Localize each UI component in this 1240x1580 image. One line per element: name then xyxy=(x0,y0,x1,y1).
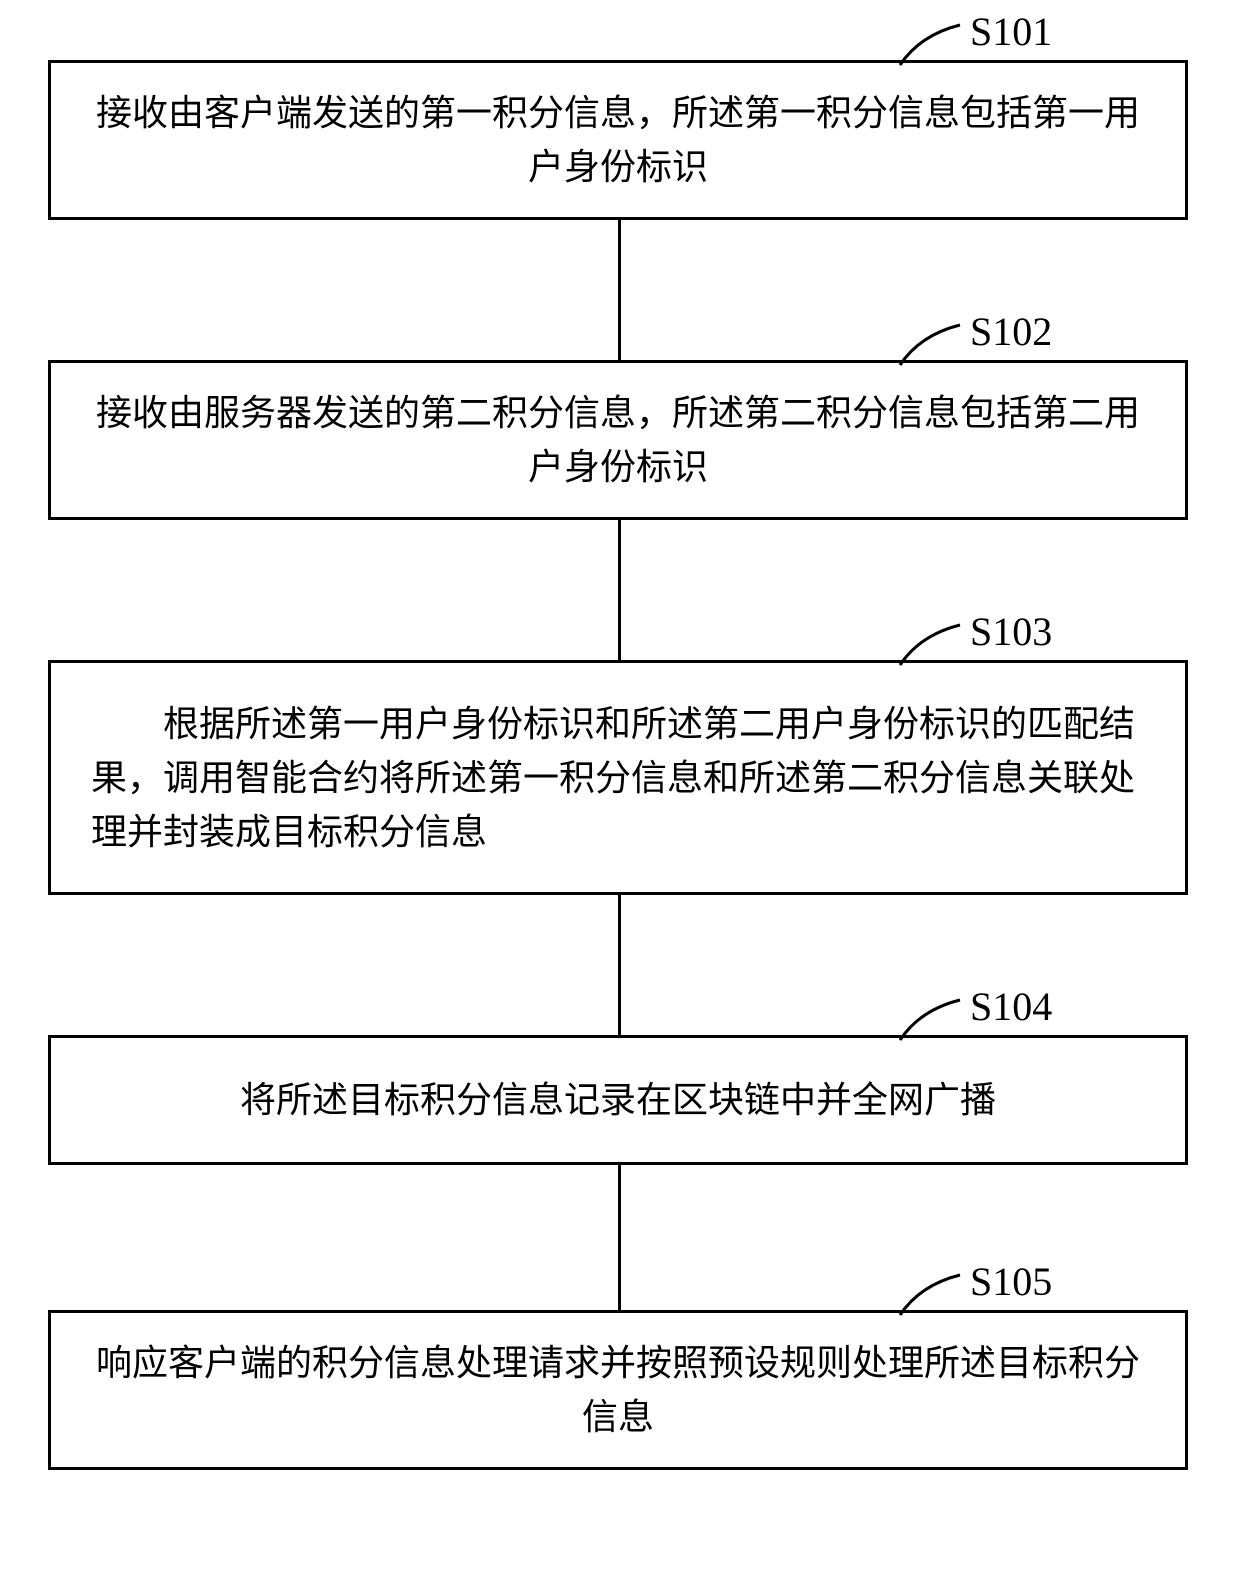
step-s104-label: S104 xyxy=(970,983,1052,1030)
step-s104-text: 将所述目标积分信息记录在区块链中并全网广播 xyxy=(240,1073,996,1127)
label-curve-s103 xyxy=(890,615,980,670)
step-s102-text: 接收由服务器发送的第二积分信息，所述第二积分信息包括第二用户身份标识 xyxy=(91,386,1145,494)
label-curve-s104 xyxy=(890,990,980,1045)
step-s102: 接收由服务器发送的第二积分信息，所述第二积分信息包括第二用户身份标识 xyxy=(48,360,1188,520)
step-s105: 响应客户端的积分信息处理请求并按照预设规则处理所述目标积分信息 xyxy=(48,1310,1188,1470)
step-s103-label: S103 xyxy=(970,608,1052,655)
step-s101-label: S101 xyxy=(970,8,1052,55)
step-s102-label: S102 xyxy=(970,308,1052,355)
connector-3 xyxy=(618,895,621,1035)
step-s103: 根据所述第一用户身份标识和所述第二用户身份标识的匹配结果，调用智能合约将所述第一… xyxy=(48,660,1188,895)
connector-4 xyxy=(618,1165,621,1310)
step-s101: 接收由客户端发送的第一积分信息，所述第一积分信息包括第一用户身份标识 xyxy=(48,60,1188,220)
label-curve-s105 xyxy=(890,1265,980,1320)
step-s101-text: 接收由客户端发送的第一积分信息，所述第一积分信息包括第一用户身份标识 xyxy=(91,86,1145,194)
label-curve-s102 xyxy=(890,315,980,370)
step-s104: 将所述目标积分信息记录在区块链中并全网广播 xyxy=(48,1035,1188,1165)
flowchart: 接收由客户端发送的第一积分信息，所述第一积分信息包括第一用户身份标识 S101 … xyxy=(0,0,1240,1580)
connector-1 xyxy=(618,220,621,360)
connector-2 xyxy=(618,520,621,660)
label-curve-s101 xyxy=(890,15,980,70)
step-s103-text: 根据所述第一用户身份标识和所述第二用户身份标识的匹配结果，调用智能合约将所述第一… xyxy=(91,697,1145,859)
step-s105-text: 响应客户端的积分信息处理请求并按照预设规则处理所述目标积分信息 xyxy=(91,1336,1145,1444)
step-s105-label: S105 xyxy=(970,1258,1052,1305)
